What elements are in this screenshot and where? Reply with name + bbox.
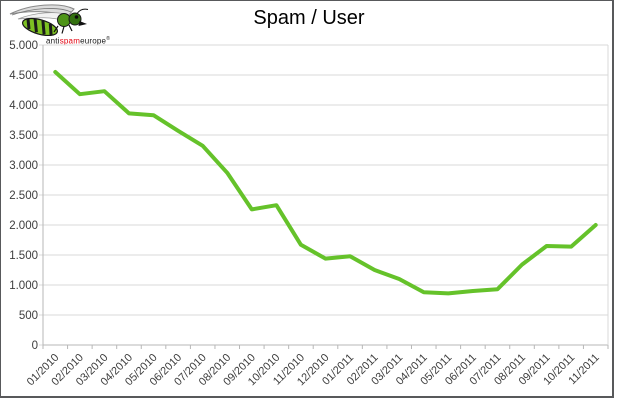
y-tick-label: 4.000 [9, 100, 38, 112]
y-tick-label: 1.000 [9, 280, 38, 292]
y-tick-label: 500 [19, 310, 38, 322]
registered-trademark-symbol: ® [106, 36, 111, 42]
x-axis-labels: 01/201002/201003/201004/201005/201006/20… [25, 352, 602, 389]
y-tick-label: 3.500 [9, 130, 38, 142]
y-tick-label: 0 [32, 340, 38, 352]
brand-spam: spam [59, 36, 81, 46]
y-axis-labels: 0 500 1.000 1.500 2.000 2.500 3.000 3.500 4.000 4… [9, 40, 38, 352]
brand-anti: anti [46, 36, 60, 46]
y-tick-label: 4.500 [9, 70, 38, 82]
y-tick-label: 5.000 [9, 40, 38, 52]
logo: antispameurope® [8, 2, 148, 46]
y-tick-label: 2.000 [9, 220, 38, 232]
brand-wordmark: antispameurope® [46, 35, 110, 46]
y-tick-label: 3.000 [9, 160, 38, 172]
gridlines [39, 44, 608, 346]
hornet-logo-icon [9, 4, 89, 36]
spam-per-user-series-line [53, 70, 598, 296]
axes [42, 45, 609, 346]
x-axis-ticks [42, 345, 609, 349]
brand-europe: europe [80, 36, 107, 46]
y-tick-label: 1.500 [9, 250, 38, 262]
chart-title: Spam / User [253, 7, 365, 29]
y-tick-label: 2.500 [9, 190, 38, 202]
